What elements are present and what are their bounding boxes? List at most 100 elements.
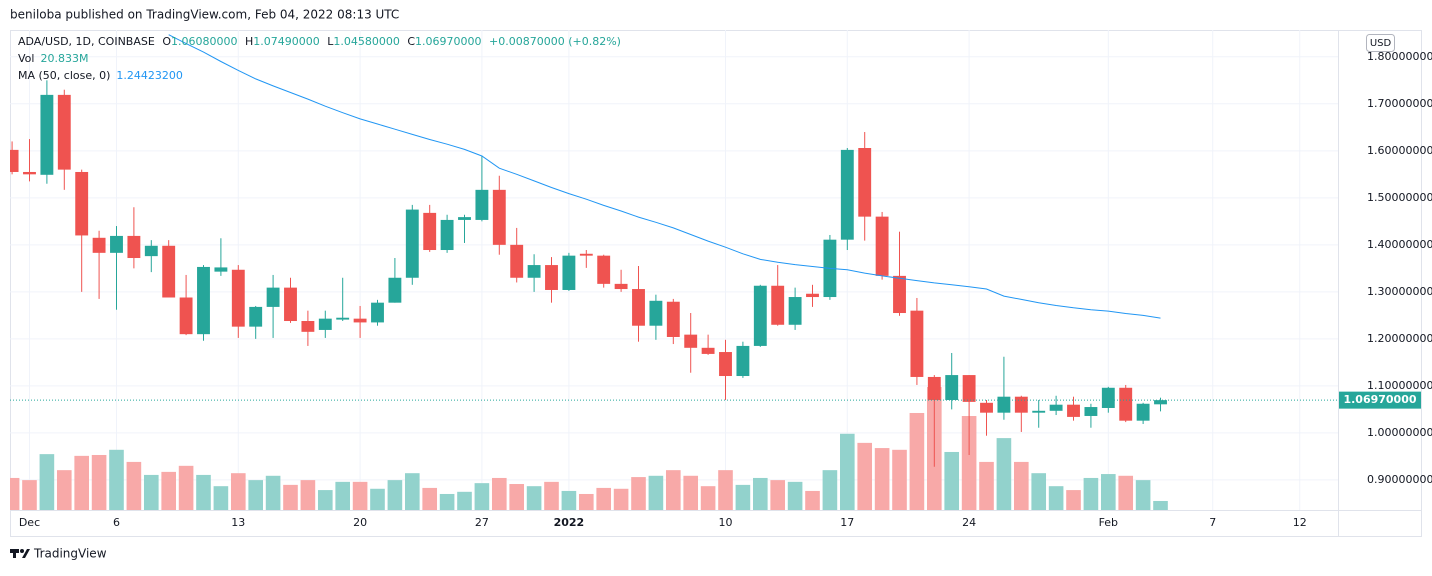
candle-body	[353, 318, 367, 323]
candle-body	[649, 300, 663, 326]
high-value: 1.07490000	[253, 35, 319, 48]
volume-bar	[509, 484, 525, 510]
volume-bar	[404, 473, 420, 510]
candle-body	[875, 216, 889, 276]
candle-body	[10, 149, 19, 172]
y-tick-label: 1.00000000	[1367, 426, 1432, 439]
volume-bar	[665, 470, 681, 510]
candle-body	[910, 310, 924, 377]
candle-body	[162, 245, 176, 298]
last-price-label: 1.06970000	[1343, 393, 1416, 406]
volume-bar	[526, 486, 542, 510]
candle-body	[75, 171, 89, 236]
candle-body	[301, 321, 315, 332]
volume-bar	[613, 488, 629, 510]
candle-body	[249, 306, 263, 327]
volume-bar	[457, 491, 472, 510]
candle-body	[1032, 410, 1046, 413]
volume-bar	[178, 465, 194, 510]
volume-bar	[1153, 500, 1168, 510]
candle-body	[858, 148, 872, 217]
volume-bar	[1014, 461, 1029, 510]
x-tick-label: 7	[1209, 516, 1216, 529]
volume-bar	[22, 480, 37, 510]
volume-bar	[822, 470, 838, 510]
volume-bar	[109, 449, 124, 510]
candle-body	[788, 297, 802, 325]
candle-body	[1136, 403, 1150, 421]
volume-bar	[265, 475, 281, 510]
volume-bar	[735, 484, 751, 510]
open-key: O	[162, 35, 171, 48]
volume-bar	[561, 490, 577, 510]
volume-bar	[578, 493, 594, 510]
low-value: 1.04580000	[333, 35, 399, 48]
volume-bar	[787, 481, 803, 510]
volume-bar	[370, 488, 385, 510]
currency-label[interactable]: USD	[1370, 38, 1392, 49]
volume-bar	[335, 481, 351, 510]
candle-body	[214, 267, 228, 272]
candle-body	[423, 212, 437, 251]
last-price-box	[1339, 391, 1421, 409]
candle-body	[579, 253, 593, 256]
candle-body	[458, 217, 471, 220]
x-tick-label: 13	[231, 516, 245, 529]
x-tick-label: 6	[113, 516, 120, 529]
y-tick-label: 1.50000000	[1367, 191, 1432, 204]
candle-body	[771, 285, 785, 325]
volume-bar	[961, 416, 977, 510]
volume-bar	[1135, 480, 1151, 510]
candle-body	[806, 293, 819, 298]
volume-bar	[474, 483, 490, 510]
candle-body	[893, 275, 906, 314]
volume-bar	[491, 477, 507, 510]
brand-logo	[10, 549, 30, 558]
candle-body	[405, 209, 419, 278]
volume-bar	[1118, 475, 1134, 510]
x-tick-label: Dec	[19, 516, 40, 529]
x-tick-label: 10	[719, 516, 733, 529]
candle-body	[962, 375, 976, 402]
y-tick-label: 1.80000000	[1367, 50, 1432, 63]
volume-bar	[1083, 477, 1099, 510]
open-value: 1.06080000	[171, 35, 237, 48]
volume-bar	[91, 454, 107, 510]
candle-body	[197, 266, 210, 335]
volume-bar	[74, 455, 89, 510]
ma-legend: MA (50, close, 0) 1.24423200	[18, 69, 183, 82]
candle-body	[666, 301, 680, 337]
x-tick-label: 27	[475, 516, 489, 529]
volume-legend: Vol 20.833M	[18, 52, 88, 65]
x-tick-label: Feb	[1099, 516, 1118, 529]
volume-bar	[631, 477, 646, 510]
y-tick-label: 1.30000000	[1367, 285, 1432, 298]
volume-bar	[213, 486, 229, 510]
candle-body	[1119, 387, 1133, 421]
volume-bar	[544, 481, 559, 510]
volume-key: Vol	[18, 52, 34, 65]
candle-body	[388, 277, 402, 303]
candle-body	[736, 345, 750, 377]
candle-body	[545, 265, 558, 290]
currency-button[interactable]	[1366, 34, 1395, 52]
volume-bar	[300, 480, 316, 510]
volume-bar	[996, 438, 1012, 510]
candle-body	[701, 347, 715, 354]
legend-row: ADA/USD, 1D, COINBASE O1.06080000 H1.074…	[18, 35, 621, 48]
candle-body	[980, 402, 993, 413]
candle-body	[597, 255, 611, 284]
change-value: +0.00870000 (+0.82%)	[489, 35, 621, 48]
candle-body	[1014, 396, 1028, 413]
volume-bar	[683, 475, 699, 510]
volume-bar	[718, 470, 733, 510]
volume-bar	[979, 461, 994, 510]
symbol: ADA/USD, 1D, COINBASE	[18, 35, 155, 48]
volume-bar	[352, 481, 368, 510]
y-tick-label: 1.70000000	[1367, 97, 1432, 110]
candle-body	[475, 189, 489, 220]
volume-bar	[648, 475, 664, 510]
candle-body	[997, 396, 1011, 413]
volume-bar	[892, 449, 907, 510]
